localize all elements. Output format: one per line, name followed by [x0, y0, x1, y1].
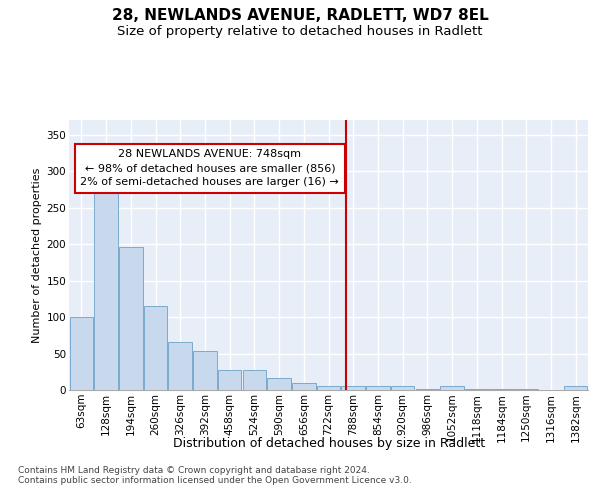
Bar — [366, 386, 389, 390]
Bar — [218, 370, 241, 390]
Bar — [440, 386, 464, 390]
Bar — [119, 247, 143, 390]
Bar — [193, 350, 217, 390]
Text: Size of property relative to detached houses in Radlett: Size of property relative to detached ho… — [117, 25, 483, 38]
Text: Distribution of detached houses by size in Radlett: Distribution of detached houses by size … — [173, 438, 485, 450]
Bar — [94, 193, 118, 390]
Bar — [341, 386, 365, 390]
Text: 28 NEWLANDS AVENUE: 748sqm
← 98% of detached houses are smaller (856)
2% of semi: 28 NEWLANDS AVENUE: 748sqm ← 98% of deta… — [80, 149, 339, 187]
Text: 28, NEWLANDS AVENUE, RADLETT, WD7 8EL: 28, NEWLANDS AVENUE, RADLETT, WD7 8EL — [112, 8, 488, 22]
Bar — [391, 386, 415, 390]
Bar — [292, 382, 316, 390]
Bar — [317, 386, 340, 390]
Bar — [564, 386, 587, 390]
Bar — [268, 378, 291, 390]
Bar — [144, 306, 167, 390]
Bar — [242, 370, 266, 390]
Bar — [169, 342, 192, 390]
Text: Contains HM Land Registry data © Crown copyright and database right 2024.
Contai: Contains HM Land Registry data © Crown c… — [18, 466, 412, 485]
Y-axis label: Number of detached properties: Number of detached properties — [32, 168, 43, 342]
Bar — [70, 317, 93, 390]
